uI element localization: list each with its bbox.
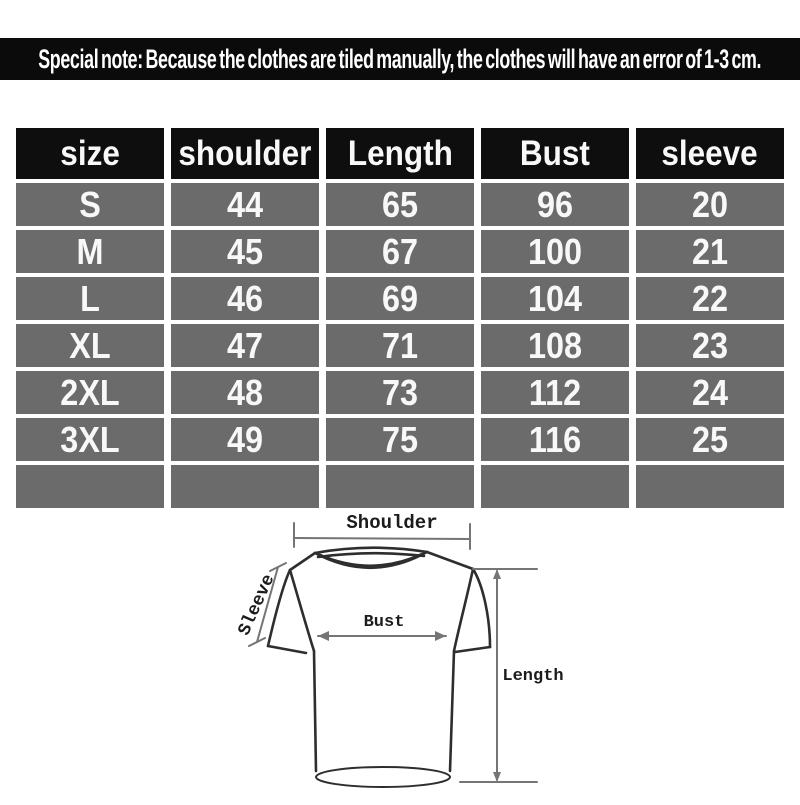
tshirt-measurement-diagram [230,505,580,805]
table-cell: 96 [481,183,629,226]
table-cell: 46 [171,277,319,320]
table-cell: 112 [481,371,629,414]
table-cell: 100 [481,230,629,273]
column-header-size: size [16,128,164,179]
empty-cell [171,465,319,508]
bust-label: Bust [363,613,405,632]
table-cell: 23 [636,324,784,367]
table-cell: XL [16,324,164,367]
column-header-length: Length [326,128,474,179]
table-cell: 67 [326,230,474,273]
table-cell: 44 [171,183,319,226]
table-cell: 104 [481,277,629,320]
special-note-banner: Special note: Because the clothes are ti… [0,38,800,80]
length-label: Length [502,667,564,686]
table-cell: 75 [326,418,474,461]
table-cell: 45 [171,230,319,273]
table-cell: 2XL [16,371,164,414]
empty-cell [16,465,164,508]
column-header-shoulder: shoulder [171,128,319,179]
table-cell: 69 [326,277,474,320]
tshirt-sketch [248,522,538,788]
table-cell: 3XL [16,418,164,461]
table-cell: 116 [481,418,629,461]
column-header-sleeve: sleeve [636,128,784,179]
table-cell: 73 [326,371,474,414]
empty-cell [636,465,784,508]
special-note-text: Special note: Because the clothes are ti… [38,43,762,74]
table-cell: M [16,230,164,273]
shoulder-label: Shoulder [346,512,438,534]
table-cell: 108 [481,324,629,367]
table-cell: 20 [636,183,784,226]
table-cell: 24 [636,371,784,414]
table-cell: 22 [636,277,784,320]
table-cell: 47 [171,324,319,367]
table-cell: S [16,183,164,226]
table-cell: 48 [171,371,319,414]
table-cell: 65 [326,183,474,226]
column-header-bust: Bust [481,128,629,179]
table-cell: 25 [636,418,784,461]
table-cell: 21 [636,230,784,273]
size-table: size shoulder Length Bust sleeve S 44 65… [16,128,784,508]
empty-cell [481,465,629,508]
table-cell: 49 [171,418,319,461]
table-cell: L [16,277,164,320]
table-cell: 71 [326,324,474,367]
empty-cell [326,465,474,508]
